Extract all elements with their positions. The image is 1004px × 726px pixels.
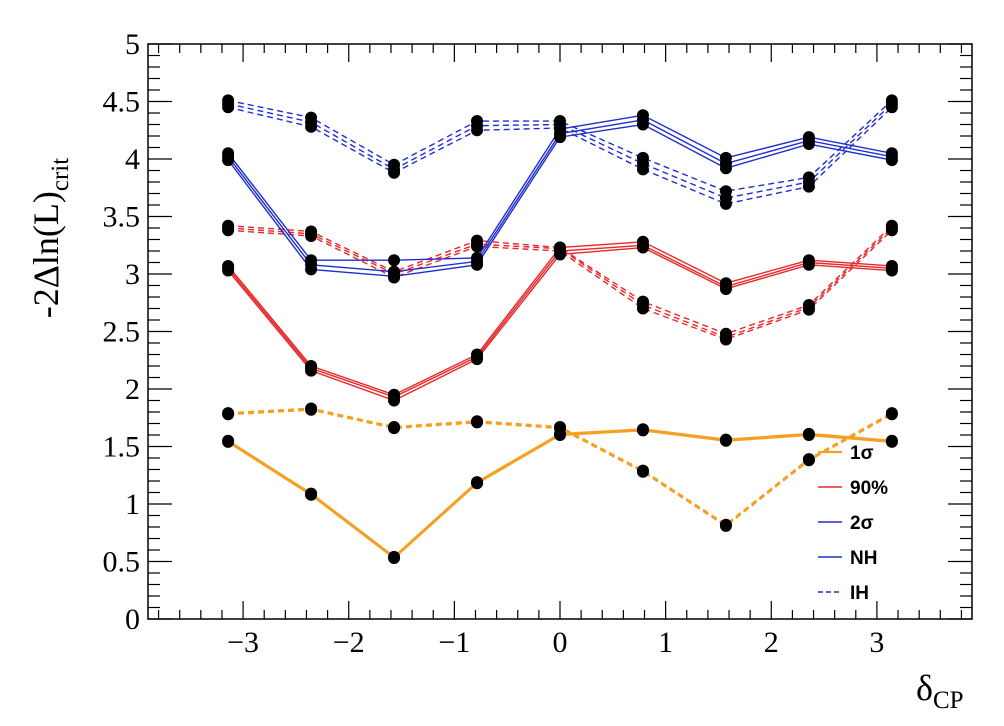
y-axis-title: -2Δln(L)crit (26, 158, 74, 318)
series-line-ih-2sigma (227, 99, 893, 192)
x-axis-label-sub: CP (933, 687, 964, 714)
x-tick-label: 0 (553, 626, 568, 659)
data-point (719, 277, 732, 290)
data-point (388, 420, 401, 433)
data-point (471, 476, 484, 489)
data-point (554, 420, 566, 433)
legend-label: IH (850, 583, 869, 604)
series-line-ih-90 (228, 225, 893, 335)
data-point (554, 115, 566, 128)
data-point (802, 299, 815, 312)
data-point (636, 464, 649, 477)
y-tick-label: 3 (125, 258, 140, 291)
data-point (719, 151, 732, 164)
data-point (802, 131, 815, 144)
series-line-ih-2sigma (227, 106, 893, 205)
x-tick-label: −2 (333, 626, 365, 659)
series-line-nh-90 (227, 244, 892, 398)
data-point (305, 225, 318, 238)
data-point (471, 415, 484, 428)
series-line-nh-1sigma (227, 429, 892, 560)
data-point (636, 235, 649, 248)
x-tick-label: 2 (764, 626, 779, 659)
x-axis: −3 −2 −1 0 1 2 3 (157, 44, 963, 659)
points-layer (222, 94, 898, 565)
y-tick-label: 5 (125, 28, 140, 61)
data-point (636, 151, 649, 164)
data-point (222, 407, 235, 420)
y-tick-label: 3.5 (103, 201, 141, 234)
data-point (885, 219, 898, 232)
data-point (636, 295, 649, 308)
data-point (471, 251, 484, 264)
data-point (222, 219, 235, 232)
data-point (471, 115, 484, 128)
y-tick-label: 0 (125, 603, 140, 636)
data-point (802, 453, 815, 466)
data-point (388, 550, 401, 563)
data-point (885, 259, 898, 272)
data-point (222, 147, 235, 160)
x-tick-label: 3 (869, 626, 884, 659)
data-point (471, 234, 484, 247)
data-point (719, 518, 732, 531)
data-point (305, 111, 318, 124)
series-line-ih-90 (228, 229, 893, 341)
y-tick-label: 2.5 (103, 316, 141, 349)
series-line-nh-90 (227, 241, 892, 396)
data-point (885, 94, 898, 107)
x-tick-label: 1 (658, 626, 673, 659)
legend-label: 90% (850, 478, 888, 499)
y-tick-label: 4 (125, 143, 140, 176)
series-layer (227, 99, 893, 560)
data-point (802, 427, 815, 440)
x-tick-label: −3 (227, 626, 259, 659)
y-axis-label-sub: crit (47, 158, 74, 191)
legend-label: 1σ (850, 443, 874, 464)
legend-label: 2σ (850, 513, 874, 534)
x-axis-title: δCP (916, 668, 964, 714)
x-axis-label: δ (916, 668, 933, 708)
data-point (388, 265, 401, 278)
data-point (636, 109, 649, 122)
data-point (305, 360, 318, 372)
data-point (222, 259, 235, 272)
y-tick-label: 1 (125, 488, 140, 521)
data-point (885, 407, 898, 420)
data-point (636, 423, 649, 436)
y-tick-label: 4.5 (103, 86, 141, 119)
data-point (885, 147, 898, 160)
y-axis-label: -2Δln(L) (26, 191, 66, 318)
y-axis: 0 0.5 1 1.5 2 2.5 3 3.5 4 4.5 5 (103, 28, 972, 636)
series-line-ih-2sigma (227, 103, 893, 199)
data-point (802, 171, 815, 184)
data-point (719, 433, 732, 446)
data-point (388, 388, 401, 401)
data-point (719, 327, 732, 340)
y-tick-label: 2 (125, 373, 140, 406)
data-point (388, 254, 401, 267)
y-tick-label: 0.5 (103, 546, 141, 579)
y-tick-label: 1.5 (103, 431, 141, 464)
series-line-ih-90 (228, 227, 893, 339)
data-point (222, 434, 235, 447)
legend-label: NH (850, 548, 877, 569)
data-point (222, 94, 235, 107)
legend: 1σ 90% 2σ NH IH (818, 443, 888, 604)
data-point (719, 185, 732, 198)
data-point (471, 348, 484, 361)
data-point (305, 402, 318, 415)
series-line-nh-1sigma (227, 428, 892, 559)
data-point (305, 254, 318, 267)
data-point (388, 158, 401, 171)
data-point (305, 487, 318, 500)
x-tick-label: −1 (438, 626, 470, 659)
data-point (885, 434, 898, 447)
data-point (802, 254, 815, 267)
data-point (554, 241, 566, 254)
